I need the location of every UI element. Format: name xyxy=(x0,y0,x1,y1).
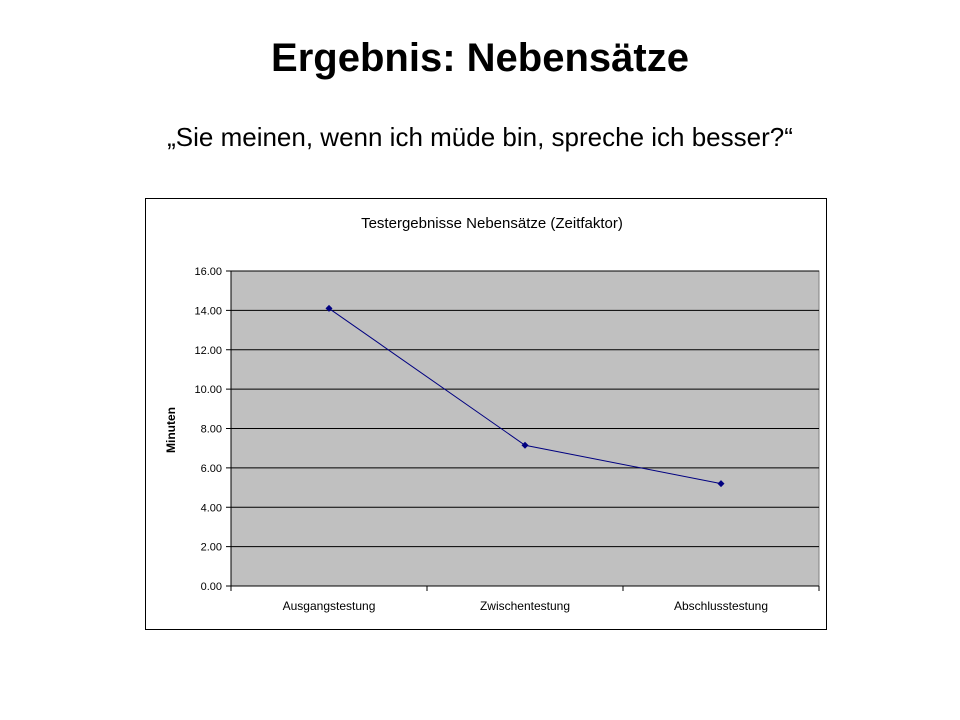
slide-title: Ergebnis: Nebensätze xyxy=(271,36,689,80)
x-tick-label: Ausgangstestung xyxy=(283,599,376,613)
y-axis-label: Minuten xyxy=(164,407,178,453)
y-tick-label: 12.00 xyxy=(194,345,222,357)
y-tick-label: 2.00 xyxy=(201,542,222,554)
y-tick-label: 14.00 xyxy=(194,305,222,317)
x-tick-label: Zwischentestung xyxy=(480,599,570,613)
data-point xyxy=(521,441,529,449)
slide-subtitle: „Sie meinen, wenn ich müde bin, spreche … xyxy=(167,122,793,152)
chart-frame: Testergebnisse Nebensätze (Zeitfaktor) M… xyxy=(145,198,827,630)
data-point xyxy=(717,480,725,488)
y-tick-label: 10.00 xyxy=(194,384,222,396)
y-tick-label: 0.00 xyxy=(201,581,222,593)
chart-title: Testergebnisse Nebensätze (Zeitfaktor) xyxy=(361,215,623,232)
y-tick-label: 6.00 xyxy=(201,463,222,475)
line-chart: Testergebnisse Nebensätze (Zeitfaktor) M… xyxy=(164,215,820,613)
y-tick-label: 16.00 xyxy=(194,266,222,278)
y-tick-label: 8.00 xyxy=(201,424,222,436)
y-tick-label: 4.00 xyxy=(201,502,222,514)
x-tick-label: Abschlusstestung xyxy=(674,599,768,613)
data-point xyxy=(325,304,333,312)
